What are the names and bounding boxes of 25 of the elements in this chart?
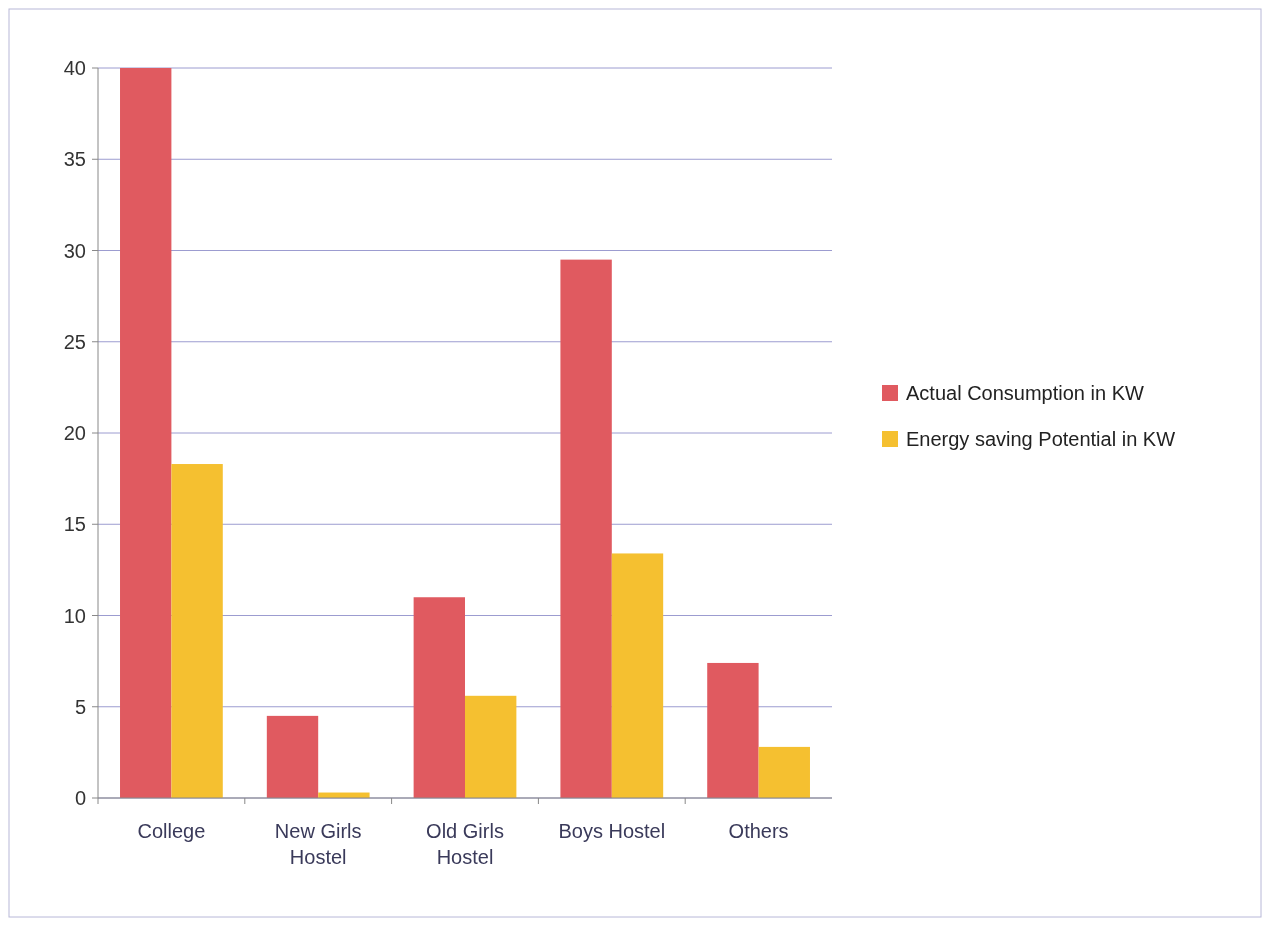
- y-tick-label: 5: [74, 695, 86, 718]
- bar: [560, 259, 612, 798]
- y-tick-label: 10: [63, 604, 86, 627]
- y-tick-label: 0: [74, 787, 86, 809]
- x-tick-label: College: [137, 820, 206, 842]
- y-tick-label: 30: [63, 239, 86, 262]
- bar: [707, 662, 759, 798]
- y-tick-label: 40: [63, 57, 86, 79]
- x-tick-label: Boys Hostel: [558, 820, 666, 842]
- bar: [120, 68, 172, 798]
- x-tick-label: Old Girls Hostel: [426, 820, 504, 868]
- bar: [758, 746, 810, 798]
- bar: [611, 553, 664, 798]
- bar: [413, 597, 465, 798]
- legend-label: Actual Consumption in KW: [906, 382, 1144, 404]
- y-tick-label: 20: [63, 422, 86, 444]
- y-tick-label: 25: [63, 330, 86, 353]
- y-tick-label: 15: [63, 513, 86, 536]
- x-tick-label: New Girls Hostel: [274, 820, 362, 868]
- y-tick-label: 35: [63, 148, 86, 171]
- bar: [266, 715, 319, 798]
- x-tick-label: Others: [728, 820, 789, 842]
- legend-label: Energy saving Potential in KW: [906, 428, 1176, 450]
- bar: [465, 695, 517, 798]
- bar: [171, 464, 223, 798]
